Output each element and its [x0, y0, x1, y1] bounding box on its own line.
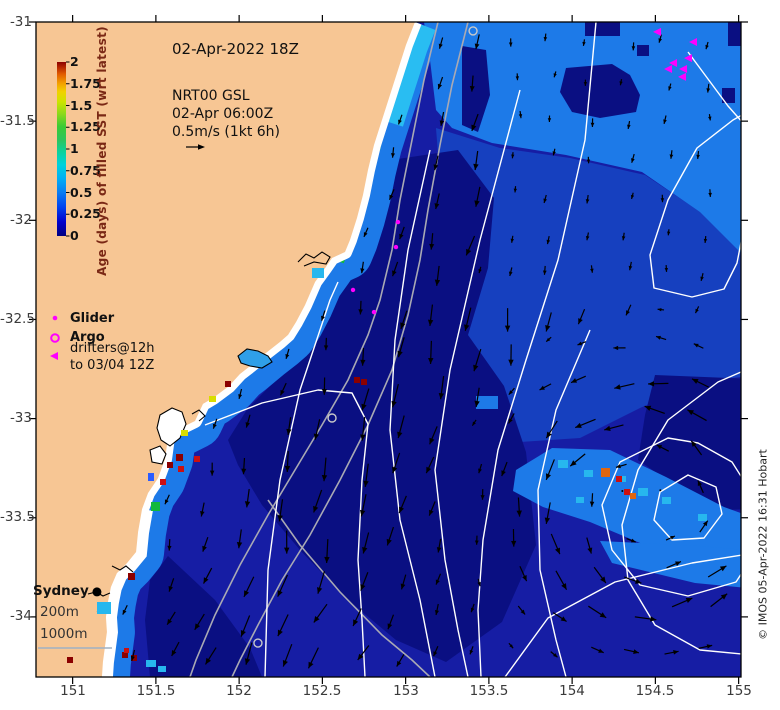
- datetime-label: 02-Apr-2022 18Z: [172, 40, 299, 58]
- x-axis-tick: 155: [726, 683, 752, 699]
- legend-argo-label: Argo: [70, 330, 105, 345]
- isobath-200m-label: 200m: [40, 604, 79, 620]
- y-axis-tick: -34: [9, 608, 32, 624]
- vector-scale-label: 0.5m/s (1kt 6h): [172, 124, 281, 140]
- y-axis-tick: -33: [9, 410, 32, 426]
- colorbar-tick: 0.25: [70, 206, 101, 221]
- x-axis-tick: 151: [60, 683, 86, 699]
- credit-text: © IMOS 05-Apr-2022 16:31 Hobart: [756, 449, 770, 640]
- colorbar-tick: 1: [70, 141, 79, 156]
- x-axis-tick: 153.5: [469, 683, 509, 699]
- y-axis-tick: -31.5: [0, 113, 35, 129]
- model-label: NRT00 GSL: [172, 88, 250, 104]
- colorbar-tick: 1.25: [70, 119, 101, 134]
- x-axis-tick: 152: [226, 683, 252, 699]
- legend-glider-label: Glider: [70, 311, 115, 326]
- y-axis-tick: -33.5: [0, 509, 35, 525]
- analysis-time-label: 02-Apr 06:00Z: [172, 106, 274, 122]
- y-axis-tick: -31: [9, 14, 32, 30]
- colorbar-tick: 1.75: [70, 76, 101, 91]
- isobath-1000m-label: 1000m: [40, 626, 88, 642]
- colorbar-axis-label: Age (days) of filled SST (wrt latest): [95, 26, 109, 276]
- colorbar-tick: 0: [70, 228, 79, 243]
- x-axis-tick: 153: [393, 683, 419, 699]
- y-axis-tick: -32: [9, 212, 32, 228]
- colorbar-tick: 2: [70, 54, 79, 69]
- x-axis-tick: 154: [559, 683, 585, 699]
- y-axis-tick: -32.5: [0, 311, 35, 327]
- city-label: Sydney: [33, 583, 89, 599]
- x-axis-tick: 151.5: [136, 683, 176, 699]
- x-axis-tick: 154.5: [635, 683, 675, 699]
- legend-drifters-label: drifters@12h to 03/04 12Z: [70, 341, 155, 373]
- x-axis-tick: 152.5: [302, 683, 342, 699]
- colorbar-tick: 0.5: [70, 185, 93, 200]
- colorbar-tick: 1.5: [70, 98, 93, 113]
- colorbar-tick: 0.75: [70, 163, 101, 178]
